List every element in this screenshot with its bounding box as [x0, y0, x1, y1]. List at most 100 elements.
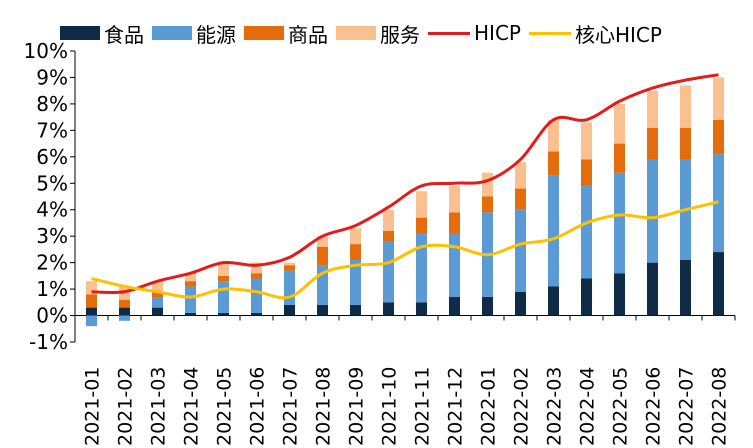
bar-segment-food	[317, 304, 328, 316]
bar-segment-energy	[350, 259, 361, 305]
bar-segment-energy	[86, 315, 97, 327]
x-tick-label: 2021-01	[82, 367, 104, 446]
bar-segment-goods	[581, 159, 592, 186]
chart-lines	[91, 73, 719, 300]
bar-segment-goods	[350, 244, 361, 260]
bar-segment-services	[185, 273, 196, 282]
bar-segment-goods	[614, 143, 625, 173]
y-tick-label: 9%	[36, 65, 68, 89]
legend-line-hicp	[428, 31, 470, 35]
bar-segment-goods	[647, 127, 658, 160]
bar-segment-food	[284, 304, 295, 316]
legend-item-energy: 能源	[152, 19, 236, 48]
bar-segment-goods	[152, 291, 163, 298]
bar-segment-goods	[383, 230, 394, 242]
bar-segment-services	[515, 162, 526, 189]
bar-segment-services	[317, 236, 328, 247]
bar-segment-food	[713, 252, 724, 316]
x-tick-label: 2021-03	[148, 367, 170, 446]
bar-segment-food	[647, 262, 658, 316]
legend-line-core-hicp	[528, 31, 571, 35]
y-tick-label: 1%	[36, 277, 68, 301]
bar-segment-services	[86, 281, 97, 295]
x-tick-label: 2022-06	[643, 367, 665, 446]
bar-segment-services	[152, 281, 163, 292]
y-tick-label: 0%	[36, 304, 68, 328]
bar-segment-services	[614, 103, 625, 144]
bar-segment-goods	[86, 294, 97, 308]
x-tick-label: 2021-06	[247, 367, 269, 446]
bar-segment-goods	[416, 217, 427, 234]
y-tick-label: 2%	[36, 251, 68, 275]
chart-legend: 食品 能源 商品 服务 HICP 核心HICP	[60, 18, 670, 48]
x-tick-label: 2021-10	[379, 367, 401, 446]
bar-segment-energy	[284, 270, 295, 305]
bar-segment-goods	[449, 212, 460, 234]
x-tick-label: 2021-05	[214, 367, 236, 446]
bar-segment-energy	[152, 297, 163, 308]
legend-label-energy: 能源	[196, 22, 236, 47]
bar-segment-services	[548, 119, 559, 152]
bar-segment-goods	[680, 127, 691, 160]
x-tick-label: 2021-07	[280, 367, 302, 446]
bar-segment-goods	[515, 188, 526, 210]
bar-segment-services	[581, 122, 592, 160]
y-tick-label: 5%	[36, 171, 68, 195]
bar-segment-food	[680, 259, 691, 316]
bar-segment-energy	[515, 209, 526, 292]
bar-segment-energy	[317, 265, 328, 305]
bar-segment-energy	[251, 278, 262, 313]
y-tick-label: 8%	[36, 92, 68, 116]
bar-segment-goods	[284, 265, 295, 271]
x-tick-label: 2021-09	[346, 367, 368, 446]
bar-segment-services	[416, 191, 427, 218]
bar-segment-goods	[713, 119, 724, 155]
bar-segment-services	[383, 209, 394, 231]
bar-segment-food	[449, 297, 460, 316]
y-axis-ticks: -1%0% 1%2% 3%4% 5%6% 7%8% 9%10%	[24, 39, 68, 354]
chart-bars	[86, 77, 724, 327]
bar-segment-food	[251, 312, 262, 316]
bar-segment-services	[251, 262, 262, 274]
bar-segment-goods	[218, 275, 229, 282]
bar-segment-goods	[185, 281, 196, 287]
bar-segment-food	[614, 273, 625, 316]
bar-segment-energy	[581, 185, 592, 279]
bar-segment-services	[350, 228, 361, 245]
legend-swatch-energy	[152, 26, 192, 40]
x-tick-label: 2022-02	[511, 367, 533, 446]
bar-segment-services	[482, 172, 493, 197]
y-tick-label: -1%	[29, 330, 68, 354]
core-hicp-line	[91, 200, 719, 300]
x-tick-label: 2021-12	[445, 367, 467, 446]
y-tick-label: 10%	[24, 39, 68, 63]
bar-segment-food	[383, 302, 394, 316]
y-tick-label: 7%	[36, 118, 68, 142]
bar-segment-goods	[119, 299, 130, 308]
bar-segment-food	[86, 307, 97, 316]
bar-segment-energy	[218, 281, 229, 313]
x-tick-label: 2021-08	[313, 367, 335, 446]
legend-label-hicp: HICP	[474, 21, 521, 45]
legend-item-core-hicp: 核心HICP	[528, 19, 662, 48]
bar-segment-energy	[449, 233, 460, 298]
bar-segment-goods	[251, 273, 262, 279]
bar-segment-energy	[416, 233, 427, 303]
hicp-line	[91, 73, 719, 295]
bar-segment-services	[647, 90, 658, 128]
bar-segment-food	[548, 286, 559, 316]
bar-segment-energy	[647, 159, 658, 263]
x-tick-label: 2022-04	[577, 367, 599, 446]
x-tick-label: 2021-11	[412, 367, 434, 446]
x-tick-label: 2022-05	[610, 367, 632, 446]
bar-segment-food	[119, 307, 130, 316]
bar-segment-services	[449, 185, 460, 213]
bar-segment-services	[680, 85, 691, 128]
bar-segment-energy	[548, 175, 559, 287]
bar-segment-food	[152, 307, 163, 316]
legend-label-core-hicp: 核心HICP	[574, 22, 662, 47]
bar-segment-energy	[614, 172, 625, 274]
legend-label-food: 食品	[104, 22, 144, 47]
bar-segment-energy	[119, 315, 130, 321]
x-tick-label: 2022-08	[709, 367, 731, 446]
